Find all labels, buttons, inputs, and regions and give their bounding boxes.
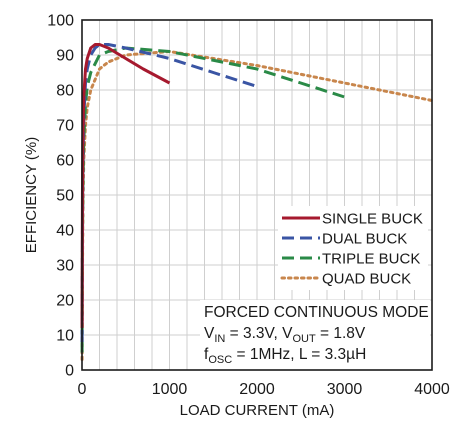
y-tick-label: 90	[56, 48, 74, 65]
annotation-vin-vout: VIN = 3.3V, VOUT = 1.8V	[204, 325, 366, 345]
y-tick-label: 10	[56, 328, 74, 345]
y-tick-label: 50	[56, 188, 74, 205]
legend-background	[278, 206, 428, 290]
annotation-part: OUT	[292, 333, 316, 345]
x-tick-label: 2000	[239, 381, 275, 398]
annotation-part: f	[204, 346, 209, 363]
annotation-part: = 1MHz, L = 3.3µH	[232, 346, 366, 363]
legend-label-triple-buck: TRIPLE BUCK	[322, 251, 420, 268]
x-tick-label: 3000	[327, 381, 363, 398]
annotation-mode: FORCED CONTINUOUS MODE	[204, 304, 429, 321]
annotation-part: OSC	[208, 354, 232, 366]
legend: SINGLE BUCK DUAL BUCK TRIPLE BUCK QUAD BUCK	[278, 206, 428, 290]
y-tick-label: 100	[47, 13, 74, 30]
legend-label-single-buck: SINGLE BUCK	[322, 211, 423, 228]
legend-label-quad-buck: QUAD BUCK	[322, 271, 411, 288]
annotation-part: = 1.8V	[316, 325, 366, 342]
plot-border	[81, 19, 433, 371]
annotation-part: V	[204, 325, 215, 342]
y-axis-title: EFFICIENCY (%)	[23, 137, 40, 253]
y-tick-label: 30	[56, 258, 74, 275]
annotation-part: = 3.3V, V	[225, 325, 293, 342]
y-tick-label: 40	[56, 223, 74, 240]
tick-labels: 0 1000 2000 3000 4000 0 10 20 30 40 50 60 70 80 90 100	[47, 13, 450, 399]
legend-label-dual-buck: DUAL BUCK	[322, 231, 407, 248]
x-axis-title: LOAD CURRENT (mA)	[180, 402, 335, 419]
x-tick-label: 4000	[414, 381, 450, 398]
annotation-background	[200, 300, 430, 373]
y-tick-label: 20	[56, 293, 74, 310]
annotation-fosc-l: fOSC = 1MHz, L = 3.3µH	[204, 346, 366, 366]
y-tick-label: 60	[56, 153, 74, 170]
y-tick-label: 70	[56, 118, 74, 135]
y-tick-label: 80	[56, 83, 74, 100]
annotation-part: IN	[214, 333, 225, 345]
annotation-box: FORCED CONTINUOUS MODE VIN = 3.3V, VOUT =…	[200, 300, 430, 373]
x-tick-label: 0	[78, 381, 87, 398]
x-tick-label: 1000	[152, 381, 188, 398]
annotation-part: FORCED CONTINUOUS MODE	[204, 304, 429, 321]
y-tick-label: 0	[65, 363, 74, 380]
